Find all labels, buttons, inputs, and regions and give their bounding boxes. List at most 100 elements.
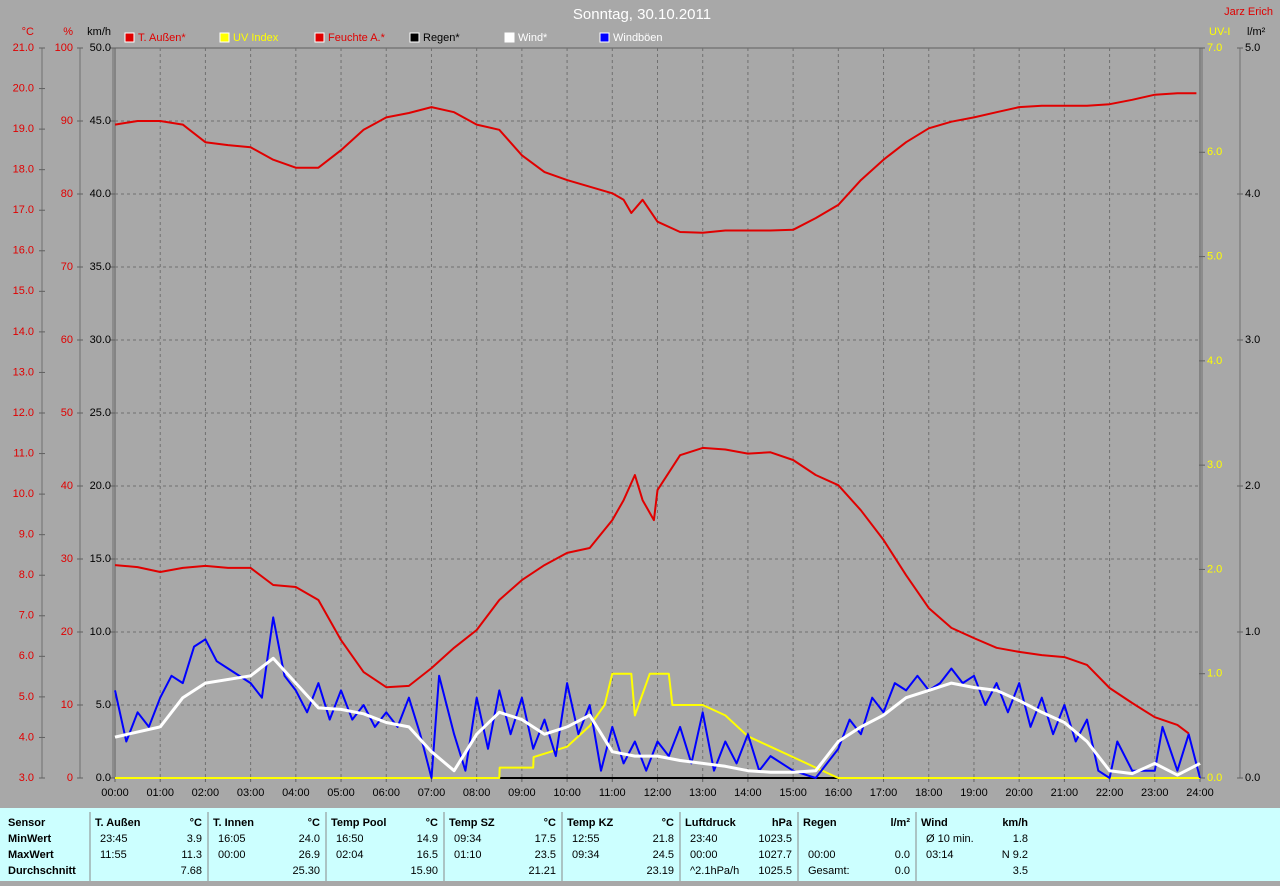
section-name: T. Innen [213,817,254,829]
y-tick-label: 3.0 [19,772,34,784]
legend-swatch [504,32,515,43]
axis-label: l/m² [1247,26,1266,38]
y-tick-label: 7.0 [1207,42,1222,54]
x-tick-label: 17:00 [870,787,898,799]
x-tick-label: 14:00 [734,787,762,799]
y-tick-label: 3.0 [1207,459,1222,471]
y-tick-label: 19.0 [13,123,34,135]
x-tick-label: 06:00 [372,787,400,799]
axis-label: °C [22,26,34,38]
y-tick-label: 60 [61,334,73,346]
y-tick-label: 30 [61,553,73,565]
section-unit: hPa [772,817,793,829]
y-tick-label: 17.0 [13,204,34,216]
stat-value: 17.5 [535,833,556,845]
stat-value: 14.9 [417,833,438,845]
y-tick-label: 40 [61,480,73,492]
y-tick-label: 2.0 [1245,480,1260,492]
y-tick-label: 13.0 [13,366,34,378]
stat-time: 16:50 [336,833,364,845]
stat-value: 25.30 [292,865,320,877]
stat-time: ^2.1hPa/h [690,865,739,877]
y-tick-label: 9.0 [19,529,34,541]
stat-value: 15.90 [410,865,438,877]
x-tick-label: 07:00 [418,787,446,799]
row-label: Sensor [8,817,46,829]
y-tick-label: 10.0 [13,488,34,500]
y-tick-label: 5.0 [96,699,111,711]
y-tick-label: 7.0 [19,610,34,622]
section-name: Luftdruck [685,817,737,829]
y-tick-label: 21.0 [13,42,34,54]
y-tick-label: 0.0 [1207,772,1222,784]
stat-time: 00:00 [690,849,718,861]
y-tick-label: 30.0 [90,334,111,346]
y-tick-label: 0 [67,772,73,784]
x-tick-label: 19:00 [960,787,988,799]
legend-swatch [314,32,325,43]
section-unit: °C [308,817,320,829]
section-name: Wind [921,817,948,829]
row-label: MinWert [8,833,52,845]
stat-value: 24.0 [299,833,320,845]
legend-swatch [409,32,420,43]
x-tick-label: 23:00 [1141,787,1169,799]
x-tick-label: 10:00 [553,787,581,799]
x-tick-label: 15:00 [779,787,807,799]
y-tick-label: 10.0 [90,626,111,638]
y-tick-label: 5.0 [1207,250,1222,262]
stat-time: 00:00 [218,849,246,861]
stat-time: 01:10 [454,849,482,861]
series-line [114,446,1190,735]
table-background [0,808,1280,881]
y-tick-label: 4.0 [1245,188,1260,200]
stat-value: 0.0 [895,849,910,861]
x-tick-label: 01:00 [146,787,174,799]
x-tick-label: 11:00 [599,787,626,799]
section-name: Temp Pool [331,817,386,829]
stat-value: 1025.5 [758,865,792,877]
legend-label: Wind* [518,32,548,44]
x-tick-label: 09:00 [508,787,536,799]
y-tick-label: 45.0 [90,115,111,127]
stat-value: 26.9 [299,849,320,861]
y-tick-label: 1.0 [1245,626,1260,638]
x-tick-label: 00:00 [101,787,129,799]
stat-time: 03:14 [926,849,954,861]
axis-label: % [63,26,73,38]
y-tick-label: 16.0 [13,245,34,257]
legend-swatch [599,32,610,43]
y-tick-label: 8.0 [19,569,34,581]
legend-label: Feuchte A.* [328,32,386,44]
y-tick-label: 1.0 [1207,668,1222,680]
section-unit: l/m² [890,817,910,829]
y-tick-label: 40.0 [90,188,111,200]
y-tick-label: 100 [55,42,73,54]
y-tick-label: 90 [61,115,73,127]
y-tick-label: 4.0 [19,731,34,743]
y-tick-label: 3.0 [1245,334,1260,346]
y-tick-label: 70 [61,261,73,273]
y-tick-label: 15.0 [13,285,34,297]
axis-label: UV-I [1209,26,1230,38]
section-name: Temp KZ [567,817,614,829]
stat-value: 11.3 [181,849,202,861]
section-name: Regen [803,817,837,829]
section-unit: °C [544,817,556,829]
y-tick-label: 14.0 [13,326,34,338]
stat-time: 09:34 [572,849,600,861]
y-tick-label: 0.0 [1245,772,1260,784]
x-tick-label: 13:00 [689,787,717,799]
author: Jarz Erich [1224,6,1273,18]
section-name: T. Außen [95,817,141,829]
stat-value: 24.5 [653,849,674,861]
legend-label: T. Außen* [138,32,186,44]
section-unit: °C [662,817,674,829]
stat-value: 3.5 [1013,865,1028,877]
stat-time: Ø 10 min. [926,833,974,845]
row-label: MaxWert [8,849,54,861]
y-tick-label: 4.0 [1207,355,1222,367]
stat-time: 23:40 [690,833,718,845]
x-tick-label: 02:00 [192,787,220,799]
